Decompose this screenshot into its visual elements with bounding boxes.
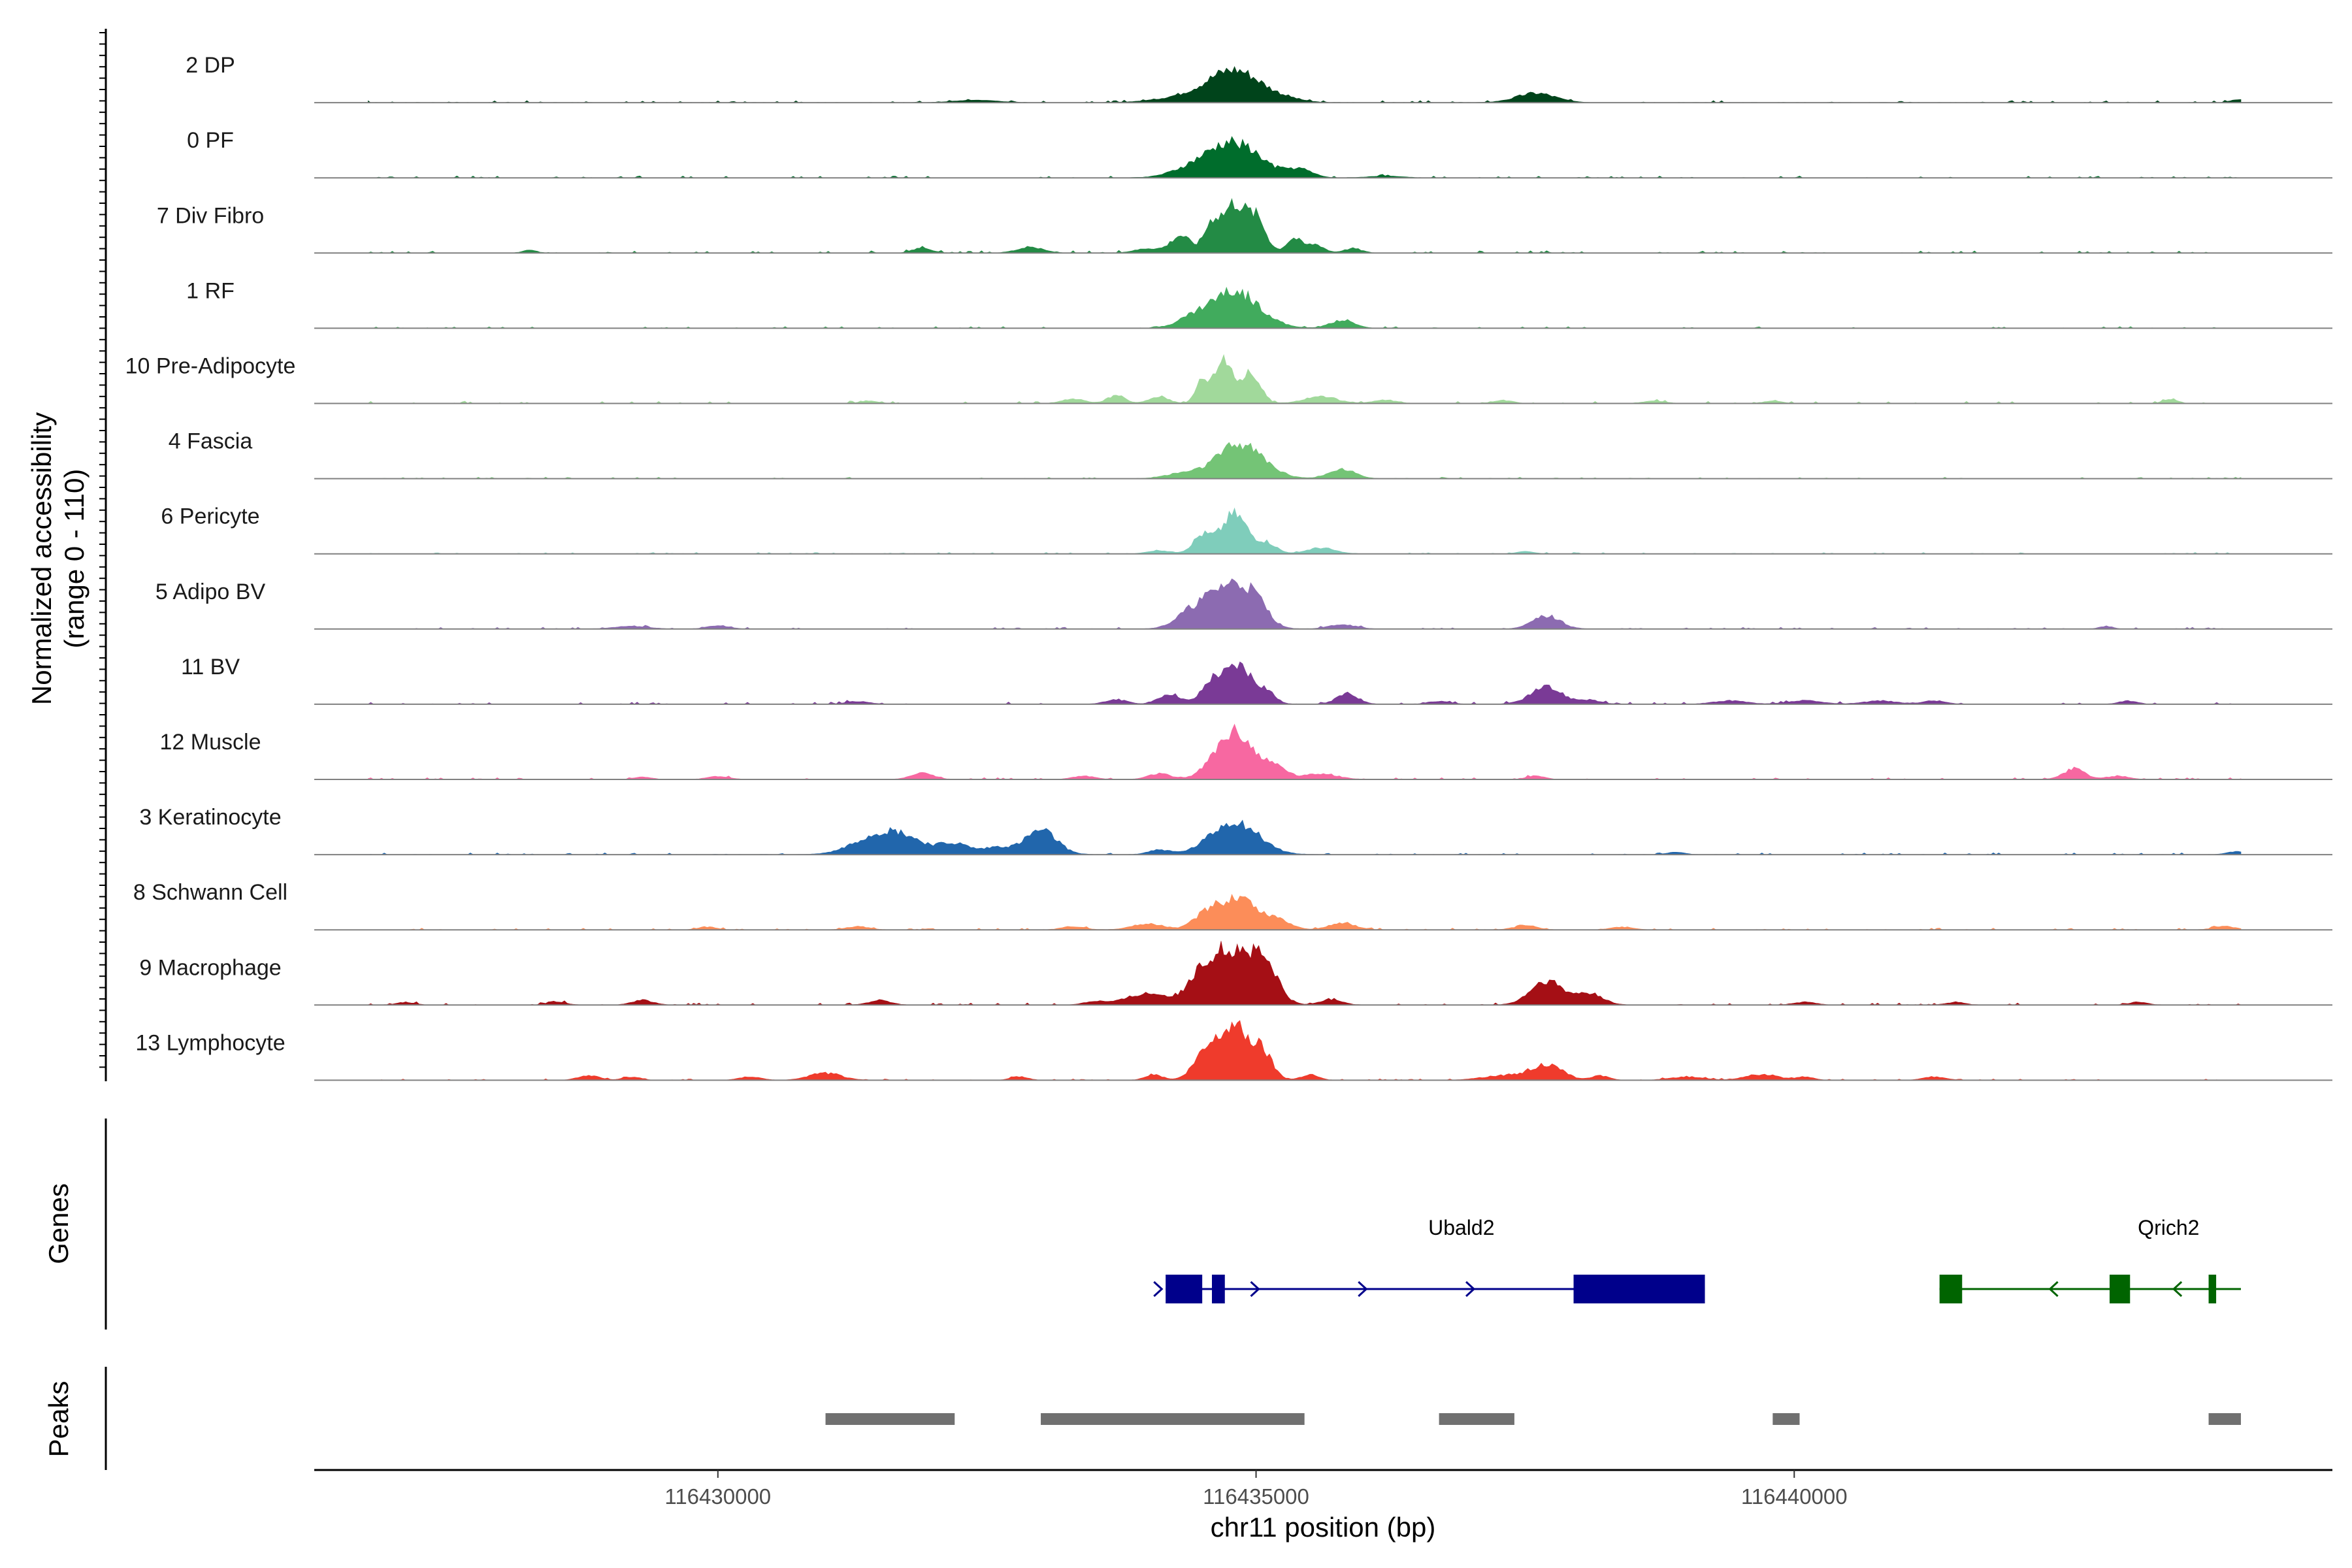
track-4: 1 RF	[186, 278, 2332, 329]
x-tick-label: 116435000	[1203, 1484, 1309, 1509]
track-label: 1 RF	[186, 278, 235, 303]
coverage-y-axis-ticks	[99, 32, 106, 1068]
track-11: 3 Keratinocyte	[139, 805, 2332, 856]
track-9: 11 BV	[181, 655, 2332, 705]
gene-name: Qrich2	[2138, 1216, 2199, 1239]
gene-qrich2: Qrich2	[1939, 1216, 2241, 1303]
y-axis-title-line2: (range 0 - 110)	[59, 469, 90, 649]
track-13: 9 Macrophage	[139, 941, 2332, 1006]
track-8: 5 Adipo BV	[155, 578, 2332, 630]
track-label: 4 Fascia	[169, 429, 253, 454]
gene-strand-arrow	[1250, 1281, 1260, 1298]
track-label: 2 DP	[186, 53, 235, 78]
track-label: 3 Keratinocyte	[139, 805, 281, 830]
gene-strand-arrow	[1465, 1281, 1476, 1298]
genes-panel: Ubald2 Qrich2	[1153, 1216, 2241, 1303]
gene-exon	[1166, 1275, 1203, 1303]
gene-exon	[2208, 1275, 2217, 1303]
coverage-tracks: 2 DP 0 PF 7 Div Fibro 1 RF 10 Pre-Adipocyte 4…	[125, 53, 2332, 1081]
gene-exon	[1939, 1275, 1963, 1303]
track-10: 12 Muscle	[160, 723, 2332, 780]
track-3: 7 Div Fibro	[157, 198, 2332, 254]
track-label: 11 BV	[181, 655, 240, 679]
gene-ubald2: Ubald2	[1153, 1216, 1705, 1303]
y-axis-title-line1: Normalized accessibility	[26, 412, 57, 705]
track-label: 8 Schwann Cell	[133, 880, 287, 905]
track-5: 10 Pre-Adipocyte	[125, 354, 2332, 404]
peak-region	[1439, 1413, 1514, 1425]
peak-region	[1772, 1413, 1800, 1425]
track-2: 0 PF	[187, 128, 2332, 179]
gene-strand-arrow	[2048, 1281, 2059, 1298]
track-label: 9 Macrophage	[139, 955, 281, 980]
track-label: 5 Adipo BV	[155, 580, 266, 604]
peaks-panel	[825, 1413, 2241, 1425]
track-14: 13 Lymphocyte	[135, 1020, 2332, 1081]
peak-region	[1041, 1413, 1305, 1425]
track-7: 6 Pericyte	[161, 504, 2332, 555]
genes-panel-label: Genes	[43, 1183, 74, 1264]
track-label: 12 Muscle	[160, 730, 261, 755]
track-1: 2 DP	[186, 53, 2332, 104]
peak-region	[825, 1413, 955, 1425]
peaks-panel-label: Peaks	[43, 1381, 74, 1458]
track-label: 7 Div Fibro	[157, 203, 264, 228]
gene-strand-arrow	[1153, 1281, 1164, 1298]
gene-strand-arrow	[1358, 1281, 1368, 1298]
x-axis-title: chr11 position (bp)	[1211, 1512, 1436, 1543]
peak-region	[2208, 1413, 2241, 1425]
gene-exon	[1211, 1275, 1225, 1303]
track-label: 10 Pre-Adipocyte	[125, 354, 296, 379]
track-label: 13 Lymphocyte	[135, 1030, 285, 1055]
x-axis-ticks: 116430000 116435000 116440000	[664, 1470, 1848, 1509]
gene-exon	[1573, 1275, 1705, 1303]
track-label: 0 PF	[187, 128, 234, 153]
gene-exon	[2109, 1275, 2131, 1303]
x-tick-label: 116440000	[1741, 1484, 1848, 1509]
x-tick-label: 116430000	[664, 1484, 771, 1509]
track-12: 8 Schwann Cell	[133, 880, 2332, 931]
track-6: 4 Fascia	[169, 429, 2332, 480]
gene-name: Ubald2	[1428, 1216, 1494, 1239]
track-label: 6 Pericyte	[161, 504, 259, 529]
gene-strand-arrow	[2172, 1281, 2183, 1298]
